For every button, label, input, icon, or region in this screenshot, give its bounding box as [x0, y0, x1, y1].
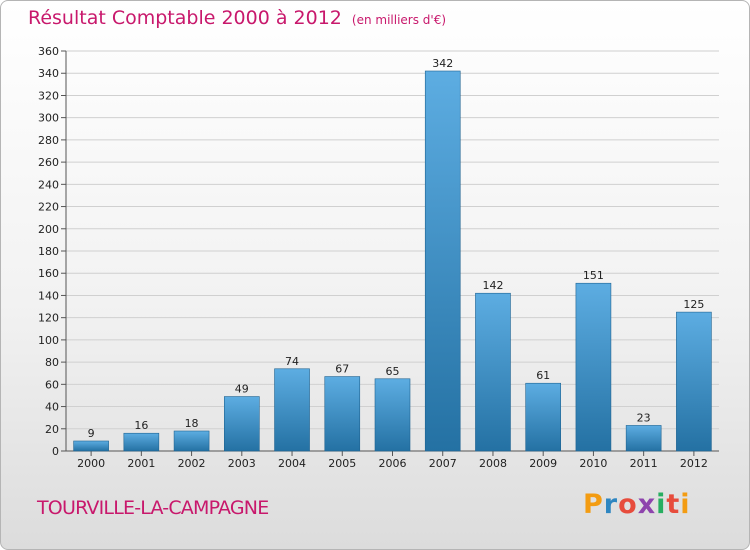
data-label-2006: 65 — [386, 365, 400, 378]
logo-letter: r — [603, 489, 619, 520]
bar-2002 — [173, 430, 210, 452]
x-tick-label-2003: 2003 — [228, 457, 256, 470]
data-label-2004: 74 — [285, 355, 299, 368]
x-tick-label-2007: 2007 — [429, 457, 457, 470]
bar-2010 — [575, 282, 612, 452]
y-tick-label: 360 — [38, 45, 59, 58]
chart-title-block: Résultat Comptable 2000 à 2012 (en millie… — [28, 7, 446, 29]
data-labels: 9 16 18 49 74 67 65 342 142 61 151 23 125 — [88, 57, 705, 440]
y-tick-label: 320 — [38, 89, 59, 102]
y-tick-label: 280 — [38, 134, 59, 147]
bar-2011 — [625, 425, 662, 452]
y-tick-label: 340 — [38, 67, 59, 80]
data-label-2001: 16 — [134, 419, 148, 432]
data-label-2008: 142 — [482, 279, 503, 292]
x-tick-label-2011: 2011 — [630, 457, 658, 470]
y-tick-label: 40 — [45, 401, 59, 414]
x-tick-label-2006: 2006 — [379, 457, 407, 470]
x-tick-label-2005: 2005 — [328, 457, 356, 470]
x-tick-label-2004: 2004 — [278, 457, 306, 470]
x-tick-label-2012: 2012 — [680, 457, 708, 470]
y-tick-label: 240 — [38, 178, 59, 191]
bar-2008 — [475, 292, 511, 452]
y-tick-label: 200 — [38, 223, 59, 236]
data-label-2003: 49 — [235, 383, 249, 396]
logo-letter: i — [680, 489, 691, 520]
logo-letter: P — [583, 489, 604, 520]
bar-2000 — [73, 440, 109, 452]
logo-letter: o — [618, 489, 638, 520]
y-tick-label: 20 — [45, 423, 59, 436]
y-tick-label: 180 — [38, 245, 59, 258]
y-tick-label: 160 — [38, 267, 59, 280]
commune-name: TOURVILLE-LA-CAMPAGNE — [37, 497, 269, 519]
x-tick-label-2002: 2002 — [178, 457, 206, 470]
x-tick-label-2001: 2001 — [127, 457, 155, 470]
data-label-2000: 9 — [88, 427, 95, 440]
y-tick-label: 140 — [38, 289, 59, 302]
bar-2004 — [274, 368, 310, 452]
y-tick-label: 60 — [45, 378, 59, 391]
data-label-2011: 23 — [637, 411, 651, 424]
axes: 0 20 40 60 80 100 120 140 160 180 200 220 240 260 280 3… — [38, 45, 719, 470]
bar-2003 — [224, 396, 260, 452]
y-tick-label: 260 — [38, 156, 59, 169]
x-tick-label-2010: 2010 — [579, 457, 607, 470]
bar-2007 — [424, 70, 461, 452]
bar-2009 — [525, 382, 561, 452]
y-tick-label: 80 — [45, 356, 59, 369]
data-label-2002: 18 — [185, 417, 199, 430]
y-tick-label: 120 — [38, 312, 59, 325]
bar-2001 — [123, 432, 160, 452]
y-tick-label: 220 — [38, 201, 59, 214]
data-label-2010: 151 — [583, 269, 604, 282]
x-tick-label-2009: 2009 — [529, 457, 557, 470]
bars — [73, 70, 712, 452]
data-label-2005: 67 — [335, 363, 349, 376]
y-tick-label: 0 — [52, 445, 59, 458]
chart-title: Résultat Comptable 2000 à 2012 — [28, 7, 342, 29]
x-tick-label-2000: 2000 — [77, 457, 105, 470]
bar-2006 — [374, 378, 411, 452]
logo-letter: i — [656, 489, 667, 520]
chart-subtitle: (en milliers d'€) — [351, 13, 447, 27]
x-tick-label-2008: 2008 — [479, 457, 507, 470]
logo-letter: t — [666, 489, 681, 520]
data-label-2007: 342 — [432, 57, 453, 70]
data-label-2009: 61 — [536, 369, 550, 382]
logo-letter: x — [637, 489, 657, 520]
y-tick-label: 100 — [38, 334, 59, 347]
data-label-2012: 125 — [683, 298, 704, 311]
bar-2005 — [324, 376, 361, 452]
proxiti-logo: Proxiti — [583, 489, 691, 520]
y-tick-label: 300 — [38, 112, 59, 125]
bar-2012 — [676, 311, 712, 452]
